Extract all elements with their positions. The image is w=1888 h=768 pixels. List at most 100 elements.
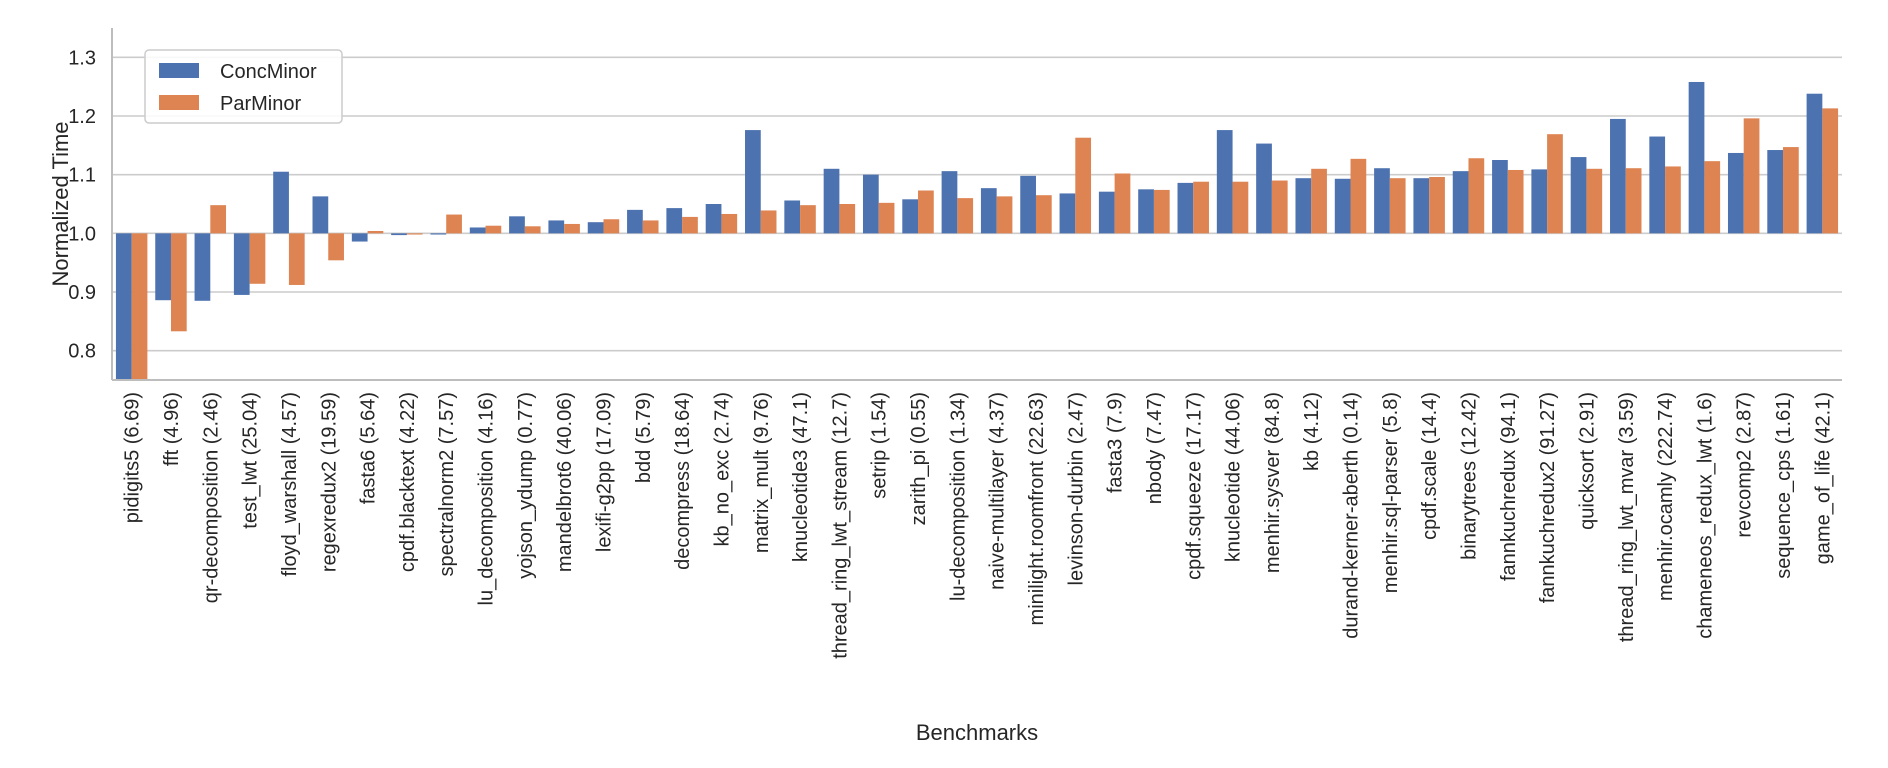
x-tick-label: cpdf.squeeze (17.17) — [1183, 392, 1205, 580]
x-tick-label: thread_ring_lwt_mvar (3.59) — [1616, 392, 1638, 642]
y-tick-label: 1.3 — [68, 47, 96, 69]
y-tick-label: 0.8 — [68, 341, 96, 363]
bar-concminor — [1767, 150, 1784, 234]
bar-concminor — [784, 200, 801, 234]
x-tick-label: regexredux2 (19.59) — [318, 392, 340, 572]
bar-parminor — [878, 202, 895, 234]
bar-parminor — [1035, 195, 1052, 234]
bar-concminor — [587, 222, 604, 234]
bar-concminor — [155, 233, 171, 301]
legend: ConcMinor ParMinor — [144, 49, 343, 124]
bar-parminor — [918, 190, 934, 234]
bar-parminor — [1350, 158, 1367, 234]
x-tick-label: zarith_pi (0.55) — [908, 392, 930, 525]
x-tick-label: cpdf.scale (14.4) — [1419, 392, 1441, 540]
bar-parminor — [1114, 173, 1131, 234]
bar-concminor — [1413, 178, 1430, 234]
bar-concminor — [548, 220, 565, 234]
x-tick-label: binarytrees (12.42) — [1458, 392, 1480, 560]
y-tick-label: 1.0 — [68, 223, 96, 245]
x-tick-label: levinson-durbin (2.47) — [1065, 392, 1087, 585]
bar-concminor — [1334, 178, 1351, 234]
x-tick-label: qr-decomposition (2.46) — [200, 392, 222, 603]
bar-parminor — [1822, 108, 1839, 234]
bar-parminor — [1507, 169, 1524, 234]
bar-parminor — [839, 204, 856, 234]
x-axis-label: Benchmarks — [916, 720, 1038, 745]
legend-label-concminor: ConcMinor — [220, 61, 317, 83]
x-tick-label: menhir.ocamly (222.74) — [1655, 392, 1677, 601]
bar-parminor — [1547, 134, 1563, 234]
x-tick-label: kb (4.12) — [1301, 392, 1323, 471]
x-tick-label: test_lwt (25.04) — [240, 392, 262, 529]
bar-concminor — [1138, 189, 1154, 234]
bar-concminor — [391, 233, 407, 236]
x-tick-label: revcomp2 (2.87) — [1734, 392, 1756, 538]
bar-parminor — [1389, 178, 1406, 234]
bar-parminor — [210, 205, 227, 234]
bar-concminor — [509, 216, 525, 234]
x-tick-label: menhir.sql-parser (5.8) — [1380, 392, 1402, 593]
y-tick-label: 0.9 — [68, 282, 96, 304]
x-tick-label: spectralnorm2 (7.57) — [436, 392, 458, 577]
bar-concminor — [745, 130, 761, 234]
bar-concminor — [1256, 143, 1272, 234]
bar-parminor — [1586, 168, 1603, 234]
legend-swatch-parminor — [159, 95, 199, 110]
bar-concminor — [430, 233, 447, 235]
bar-parminor — [760, 210, 777, 234]
bar-parminor — [1704, 161, 1721, 234]
x-tick-label: decompress (18.64) — [672, 392, 694, 570]
bar-parminor — [1311, 168, 1327, 234]
bar-concminor — [233, 233, 250, 295]
bar-concminor — [273, 171, 289, 234]
x-tick-label: nbody (7.47) — [1144, 392, 1166, 504]
bar-parminor — [328, 233, 344, 261]
bar-concminor — [351, 233, 368, 242]
bar-parminor — [170, 233, 187, 332]
x-tick-label: naive-multilayer (4.37) — [987, 392, 1009, 590]
x-tick-label: menhir.sysver (84.8) — [1262, 392, 1284, 573]
bar-parminor — [1665, 166, 1681, 234]
bar-concminor — [627, 209, 643, 234]
bar-parminor — [996, 196, 1013, 234]
bar-parminor — [957, 198, 974, 234]
bar-concminor — [1177, 182, 1194, 234]
x-tick-label: fasta6 (5.64) — [358, 392, 380, 504]
bar-concminor — [1688, 81, 1705, 234]
bar-concminor — [862, 174, 879, 234]
x-tick-label: quicksort (2.91) — [1576, 392, 1598, 530]
x-tick-label: fannkuchredux2 (91.27) — [1537, 392, 1559, 603]
bar-concminor — [823, 168, 840, 234]
x-tick-label: minilight.roomfront (22.63) — [1026, 392, 1048, 625]
x-tick-label: fft (4.96) — [161, 392, 183, 466]
bar-concminor — [1570, 157, 1587, 234]
bar-concminor — [1452, 171, 1469, 234]
bar-parminor — [249, 233, 266, 284]
x-tick-label: lexifi-g2pp (17.09) — [593, 392, 615, 552]
bar-concminor — [1020, 175, 1036, 234]
bar-parminor — [524, 226, 541, 234]
bar-parminor — [367, 230, 384, 234]
x-tick-label: lu_decomposition (4.16) — [476, 392, 498, 605]
bar-parminor — [1271, 180, 1288, 234]
bar-parminor — [1193, 181, 1209, 234]
bar-concminor — [1610, 118, 1626, 234]
x-tick-label: cpdf.blacktext (4.22) — [397, 392, 419, 572]
y-axis-label: Normalized Time — [48, 121, 73, 286]
bar-concminor — [1059, 193, 1076, 234]
x-tick-label: game_of_life (42.1) — [1812, 392, 1834, 564]
bar-parminor — [1232, 181, 1249, 234]
bar-parminor — [1625, 168, 1642, 234]
bar-parminor — [1429, 177, 1445, 234]
bar-concminor — [1216, 130, 1233, 234]
bar-parminor — [603, 219, 620, 234]
bar-parminor — [1743, 118, 1760, 234]
x-tick-label: durand-kerner-aberth (0.14) — [1341, 392, 1363, 639]
bar-concminor — [194, 233, 211, 301]
bar-concminor — [1098, 191, 1115, 234]
bar-concminor — [1374, 168, 1390, 234]
x-tick-label: thread_ring_lwt_stream (12.7) — [829, 392, 851, 659]
y-tick-labels: 0.8 0.9 1.0 1.1 1.2 1.3 — [68, 47, 96, 362]
